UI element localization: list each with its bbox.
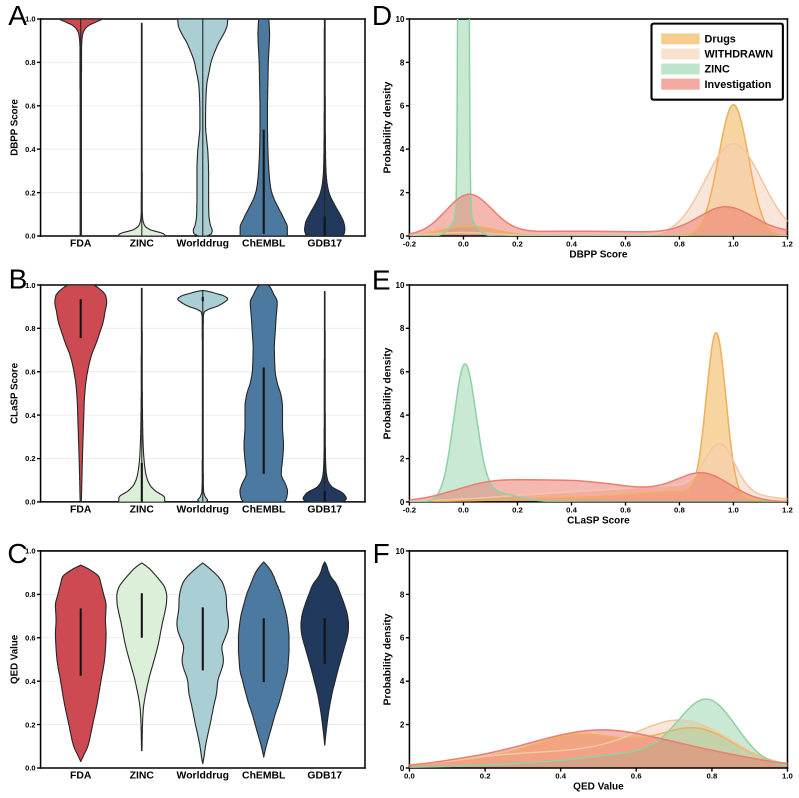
svg-text:0.6: 0.6 (620, 240, 631, 249)
svg-text:4: 4 (400, 145, 405, 154)
svg-text:8: 8 (400, 58, 405, 67)
svg-text:4: 4 (400, 677, 405, 686)
svg-text:WITHDRAWN: WITHDRAWN (705, 48, 774, 60)
svg-text:Worlddrug: Worlddrug (177, 238, 229, 249)
svg-text:Probability density: Probability density (383, 347, 394, 439)
svg-text:A: A (8, 0, 27, 31)
svg-text:10: 10 (395, 15, 404, 24)
svg-text:0.0: 0.0 (25, 232, 35, 241)
svg-text:CLaSP Score: CLaSP Score (567, 516, 630, 527)
svg-text:1.0: 1.0 (728, 240, 739, 249)
svg-text:0.6: 0.6 (25, 368, 35, 377)
svg-text:0.2: 0.2 (25, 454, 35, 463)
svg-text:0.8: 0.8 (25, 324, 35, 333)
svg-text:0.4: 0.4 (566, 240, 577, 249)
svg-text:ZINC: ZINC (130, 504, 155, 515)
svg-text:ZINC: ZINC (130, 238, 155, 249)
svg-text:6: 6 (400, 634, 405, 643)
svg-text:F: F (373, 538, 390, 569)
svg-text:0.0: 0.0 (404, 772, 415, 781)
svg-text:C: C (7, 538, 27, 569)
svg-text:1.2: 1.2 (782, 240, 793, 249)
svg-text:0.0: 0.0 (25, 498, 35, 507)
svg-text:0.2: 0.2 (512, 506, 523, 515)
svg-text:0.6: 0.6 (25, 101, 35, 110)
svg-text:1.0: 1.0 (782, 772, 793, 781)
svg-text:10: 10 (395, 547, 404, 556)
svg-text:0.4: 0.4 (555, 772, 566, 781)
svg-text:1.2: 1.2 (782, 506, 793, 515)
svg-text:ChEMBL: ChEMBL (242, 770, 286, 781)
svg-text:FDA: FDA (70, 504, 92, 515)
svg-text:Investigation: Investigation (705, 79, 772, 91)
svg-text:Worlddrug: Worlddrug (177, 770, 229, 781)
svg-text:DBPP Score: DBPP Score (10, 99, 21, 156)
svg-text:6: 6 (400, 368, 405, 377)
svg-text:0.4: 0.4 (25, 145, 36, 154)
svg-text:Worlddrug: Worlddrug (177, 504, 229, 515)
svg-text:DBPP Score: DBPP Score (569, 250, 628, 261)
svg-text:8: 8 (400, 324, 405, 333)
svg-text:6: 6 (400, 102, 405, 111)
svg-text:GDB17: GDB17 (307, 504, 342, 515)
svg-text:1.0: 1.0 (25, 547, 35, 556)
svg-text:ZINC: ZINC (705, 64, 730, 76)
svg-text:2: 2 (400, 454, 405, 463)
svg-text:Probability density: Probability density (383, 81, 394, 173)
svg-text:0.2: 0.2 (480, 772, 491, 781)
svg-text:0.0: 0.0 (458, 240, 469, 249)
svg-text:0.0: 0.0 (25, 764, 35, 773)
svg-text:0: 0 (400, 764, 405, 773)
svg-text:0.2: 0.2 (25, 720, 35, 729)
svg-text:10: 10 (395, 281, 404, 290)
svg-text:0.8: 0.8 (707, 772, 718, 781)
svg-text:GDB17: GDB17 (307, 770, 342, 781)
svg-text:B: B (9, 264, 28, 295)
svg-text:0.0: 0.0 (458, 506, 469, 515)
svg-text:Probability density: Probability density (383, 613, 394, 705)
svg-text:ZINC: ZINC (130, 770, 155, 781)
svg-text:GDB17: GDB17 (307, 238, 342, 249)
svg-text:0.8: 0.8 (674, 506, 685, 515)
svg-text:0.8: 0.8 (674, 240, 685, 249)
svg-text:FDA: FDA (70, 770, 92, 781)
svg-text:0.2: 0.2 (512, 240, 523, 249)
svg-text:ChEMBL: ChEMBL (242, 238, 286, 249)
svg-text:4: 4 (400, 411, 405, 420)
svg-text:0: 0 (400, 232, 405, 241)
svg-text:0.4: 0.4 (566, 506, 577, 515)
svg-text:ChEMBL: ChEMBL (242, 504, 286, 515)
svg-text:0.2: 0.2 (25, 188, 35, 197)
svg-text:E: E (372, 264, 391, 295)
svg-text:-0.2: -0.2 (403, 240, 417, 249)
svg-text:1.0: 1.0 (25, 15, 35, 24)
svg-text:8: 8 (400, 590, 405, 599)
svg-text:FDA: FDA (70, 238, 92, 249)
svg-text:0.8: 0.8 (25, 58, 35, 67)
svg-text:1.0: 1.0 (25, 281, 35, 290)
svg-text:1.0: 1.0 (728, 506, 739, 515)
svg-text:0.4: 0.4 (25, 677, 36, 686)
svg-text:0.6: 0.6 (631, 772, 642, 781)
svg-text:CLaSP Score: CLaSP Score (10, 362, 21, 423)
svg-text:D: D (372, 0, 392, 31)
svg-text:0: 0 (400, 498, 405, 507)
svg-text:0.8: 0.8 (25, 590, 35, 599)
svg-text:2: 2 (400, 720, 405, 729)
svg-text:2: 2 (400, 189, 405, 198)
svg-text:0.6: 0.6 (25, 634, 35, 643)
svg-text:QED Value: QED Value (10, 634, 21, 684)
svg-text:QED Value: QED Value (573, 782, 624, 793)
svg-text:-0.2: -0.2 (403, 506, 417, 515)
svg-text:Drugs: Drugs (705, 33, 736, 45)
svg-text:0.4: 0.4 (25, 411, 36, 420)
svg-text:0.6: 0.6 (620, 506, 631, 515)
